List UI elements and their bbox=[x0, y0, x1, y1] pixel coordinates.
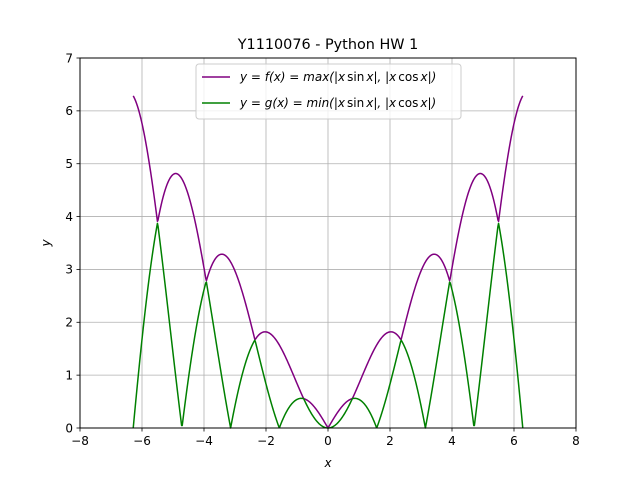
y-tick-label: 7 bbox=[65, 51, 73, 65]
y-tick-label: 4 bbox=[65, 210, 73, 224]
x-axis-label: x bbox=[323, 456, 332, 470]
y-tick-label: 1 bbox=[65, 368, 73, 382]
chart-title: Y1110076 - Python HW 1 bbox=[237, 37, 418, 53]
x-tick-label: 4 bbox=[448, 434, 456, 448]
x-tick-label: −2 bbox=[257, 434, 275, 448]
x-tick-label: 8 bbox=[572, 434, 580, 448]
y-tick-label: 3 bbox=[65, 263, 73, 277]
x-tick-label: 0 bbox=[324, 434, 332, 448]
y-axis-label: y bbox=[39, 239, 53, 248]
legend-label-f: y = f(x) = max(|x sin x|, |x cos x|) bbox=[239, 70, 436, 84]
x-tick-label: −6 bbox=[133, 434, 151, 448]
x-axis-ticks: −8 −6 −4 −2 0 2 4 6 8 bbox=[71, 428, 580, 448]
y-tick-label: 2 bbox=[65, 316, 73, 330]
x-tick-label: 2 bbox=[386, 434, 394, 448]
x-tick-label: −8 bbox=[71, 434, 89, 448]
y-tick-label: 0 bbox=[65, 421, 73, 435]
y-axis-ticks: 0 1 2 3 4 5 6 7 bbox=[65, 51, 80, 435]
legend-label-g: y = g(x) = min(|x sin x|, |x cos x|) bbox=[239, 96, 436, 110]
y-tick-label: 6 bbox=[65, 104, 73, 118]
legend-frame bbox=[195, 63, 462, 120]
x-tick-label: −4 bbox=[195, 434, 213, 448]
legend: y = f(x) = max(|x sin x|, |x cos x|) y = g(x… bbox=[195, 63, 462, 120]
y-tick-label: 5 bbox=[65, 157, 73, 171]
x-tick-label: 6 bbox=[510, 434, 518, 448]
